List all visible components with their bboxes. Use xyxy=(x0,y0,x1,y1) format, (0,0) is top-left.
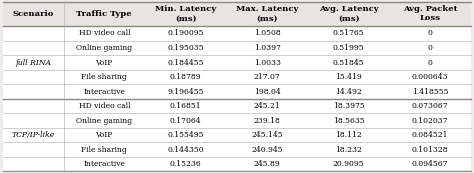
Text: 0.000643: 0.000643 xyxy=(412,73,448,81)
Text: Interactive: Interactive xyxy=(83,160,125,168)
Bar xyxy=(3,84,471,99)
Text: 0: 0 xyxy=(428,58,433,66)
Text: Avg. Packet
Loss: Avg. Packet Loss xyxy=(403,5,457,22)
Bar xyxy=(3,157,471,171)
Text: 245.89: 245.89 xyxy=(254,160,281,168)
Text: 0.184455: 0.184455 xyxy=(167,58,204,66)
Bar xyxy=(3,2,471,26)
Bar xyxy=(3,26,471,41)
Text: 20.9095: 20.9095 xyxy=(333,160,365,168)
Text: 198.04: 198.04 xyxy=(254,88,281,95)
Text: 0.51765: 0.51765 xyxy=(333,29,365,37)
Text: File sharing: File sharing xyxy=(82,146,127,154)
Text: Interactive: Interactive xyxy=(83,88,125,95)
Text: 0.155495: 0.155495 xyxy=(167,131,204,139)
Bar xyxy=(3,113,471,128)
Text: 0: 0 xyxy=(428,44,433,52)
Text: 1.0508: 1.0508 xyxy=(254,29,281,37)
Text: 1.0033: 1.0033 xyxy=(254,58,281,66)
Text: TCP/IP-like: TCP/IP-like xyxy=(12,131,55,139)
Text: 240.945: 240.945 xyxy=(251,146,283,154)
Text: 245.145: 245.145 xyxy=(251,131,283,139)
Text: HD video call: HD video call xyxy=(79,29,130,37)
Text: 18.232: 18.232 xyxy=(335,146,362,154)
Text: 0.16851: 0.16851 xyxy=(170,102,201,110)
Text: 0.51995: 0.51995 xyxy=(333,44,365,52)
Text: 239.18: 239.18 xyxy=(254,117,281,125)
Text: 0.195035: 0.195035 xyxy=(167,44,204,52)
Text: 0.101328: 0.101328 xyxy=(412,146,448,154)
Text: File sharing: File sharing xyxy=(82,73,127,81)
Text: Scenario: Scenario xyxy=(13,10,54,18)
Text: Min. Latency
(ms): Min. Latency (ms) xyxy=(155,5,216,22)
Text: 9.196455: 9.196455 xyxy=(167,88,204,95)
Text: full RINA: full RINA xyxy=(15,58,51,66)
Text: 1.418555: 1.418555 xyxy=(412,88,448,95)
Text: VoIP: VoIP xyxy=(96,58,113,66)
Text: Avg. Latency
(ms): Avg. Latency (ms) xyxy=(319,5,379,22)
Text: 0.17064: 0.17064 xyxy=(170,117,201,125)
Text: 0.51845: 0.51845 xyxy=(333,58,365,66)
Text: VoIP: VoIP xyxy=(96,131,113,139)
Bar xyxy=(3,142,471,157)
Text: 0.144350: 0.144350 xyxy=(167,146,204,154)
Text: 1.0397: 1.0397 xyxy=(254,44,281,52)
Text: Online gaming: Online gaming xyxy=(76,44,132,52)
Text: Traffic Type: Traffic Type xyxy=(76,10,132,18)
Text: Online gaming: Online gaming xyxy=(76,117,132,125)
Text: Max. Latency
(ms): Max. Latency (ms) xyxy=(236,5,299,22)
Text: 0.15236: 0.15236 xyxy=(170,160,201,168)
Text: HD video call: HD video call xyxy=(79,102,130,110)
Text: 0.102037: 0.102037 xyxy=(412,117,448,125)
Text: 0.18789: 0.18789 xyxy=(170,73,201,81)
Text: 15.419: 15.419 xyxy=(335,73,362,81)
Text: 0: 0 xyxy=(428,29,433,37)
Bar xyxy=(3,128,471,142)
Text: 14.492: 14.492 xyxy=(335,88,362,95)
Bar xyxy=(3,41,471,55)
Text: 217.07: 217.07 xyxy=(254,73,281,81)
Text: 18.3975: 18.3975 xyxy=(333,102,365,110)
Text: 18.112: 18.112 xyxy=(335,131,362,139)
Text: 0.094567: 0.094567 xyxy=(412,160,448,168)
Text: 0.084521: 0.084521 xyxy=(412,131,448,139)
Text: 18.5635: 18.5635 xyxy=(333,117,365,125)
Text: 0.073067: 0.073067 xyxy=(412,102,448,110)
Bar xyxy=(3,99,471,113)
Bar xyxy=(3,55,471,70)
Text: 245.21: 245.21 xyxy=(254,102,281,110)
Text: 0.190095: 0.190095 xyxy=(167,29,204,37)
Bar xyxy=(3,70,471,84)
